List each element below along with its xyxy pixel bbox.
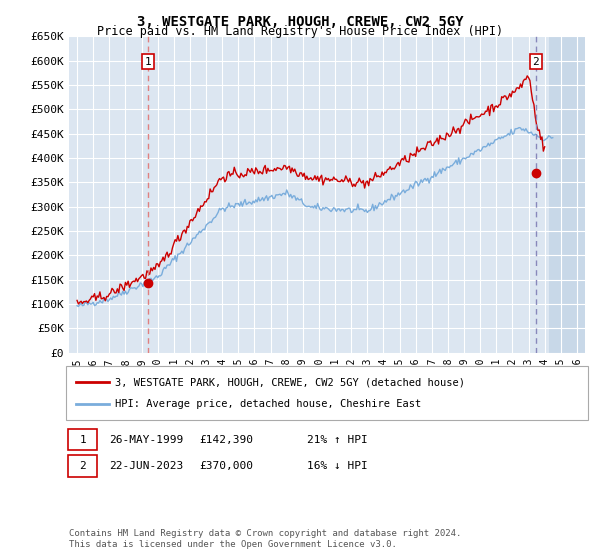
Text: £142,390: £142,390 <box>199 435 253 445</box>
Text: 3, WESTGATE PARK, HOUGH, CREWE, CW2 5GY: 3, WESTGATE PARK, HOUGH, CREWE, CW2 5GY <box>137 15 463 29</box>
Text: 22-JUN-2023: 22-JUN-2023 <box>109 461 184 471</box>
Text: 2: 2 <box>533 57 539 67</box>
Text: Contains HM Land Registry data © Crown copyright and database right 2024.
This d: Contains HM Land Registry data © Crown c… <box>69 529 461 549</box>
Text: 3, WESTGATE PARK, HOUGH, CREWE, CW2 5GY (detached house): 3, WESTGATE PARK, HOUGH, CREWE, CW2 5GY … <box>115 377 465 387</box>
Text: 1: 1 <box>145 57 151 67</box>
Text: HPI: Average price, detached house, Cheshire East: HPI: Average price, detached house, Ches… <box>115 399 421 409</box>
Text: £370,000: £370,000 <box>199 461 253 471</box>
Text: 16% ↓ HPI: 16% ↓ HPI <box>307 461 368 471</box>
Text: 2: 2 <box>79 461 86 471</box>
Text: 1: 1 <box>79 435 86 445</box>
Text: 26-MAY-1999: 26-MAY-1999 <box>109 435 184 445</box>
Bar <box>549 36 593 353</box>
Text: Price paid vs. HM Land Registry's House Price Index (HPI): Price paid vs. HM Land Registry's House … <box>97 25 503 38</box>
Bar <box>549 36 593 353</box>
Text: 21% ↑ HPI: 21% ↑ HPI <box>307 435 368 445</box>
